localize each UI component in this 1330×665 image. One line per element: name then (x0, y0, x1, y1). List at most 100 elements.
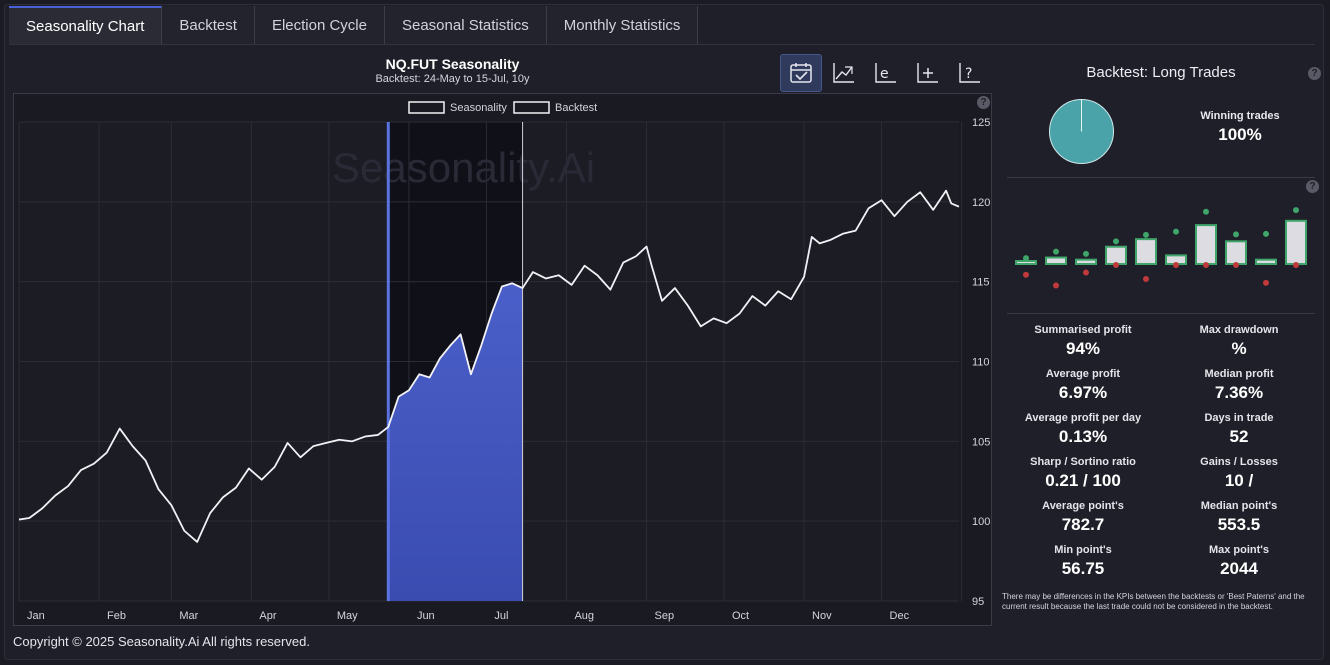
trade-bar (1285, 219, 1307, 265)
trades-help-icon[interactable]: ? (1306, 180, 1319, 193)
chart-zoom-icon (833, 63, 854, 83)
x-tick-label: May (337, 610, 358, 622)
trade-low-dot (1113, 262, 1119, 268)
legend-swatch (513, 101, 550, 114)
seasonality-chart-svg: Seasonality.Ai Jan Feb Mar Apr May Jun Jul Aug Se… (18, 101, 990, 622)
trade-bar (1195, 224, 1217, 265)
e-mark-button[interactable]: e (864, 54, 906, 92)
tab-seasonal-statistics[interactable]: Seasonal Statistics (384, 6, 547, 44)
legend-label[interactable]: Backtest (555, 102, 597, 114)
kpi-max-point-s: Max point's 2044 (1161, 542, 1317, 584)
kpi-value: 6.97% (1058, 383, 1108, 402)
kpi-value: 553.5 (1217, 515, 1261, 534)
trade-low-dot (1203, 262, 1209, 268)
add-axis-button[interactable] (906, 54, 948, 92)
kpi-value: 7.36% (1214, 383, 1264, 402)
tab-seasonality-chart[interactable]: Seasonality Chart (9, 6, 163, 44)
kpi-days-in-trade: Days in trade 52 (1161, 410, 1317, 452)
chart-title: NQ.FUT Seasonality (385, 56, 520, 72)
help-axis-button[interactable]: ? (948, 54, 990, 92)
kpi-label: Sharp / Sortino ratio (1030, 456, 1136, 468)
x-tick-label: Feb (107, 610, 126, 622)
chart-help-icon[interactable]: ? (977, 96, 990, 109)
chart-toolbar: e ? (780, 54, 990, 92)
tab-divider (9, 44, 1315, 45)
kpi-value: 94% (1065, 339, 1101, 358)
y-tick-label: 120 (972, 197, 990, 209)
trade-bar (1105, 245, 1127, 266)
watermark-text: Seasonality.Ai (332, 144, 595, 191)
kpi-label: Median profit (1204, 368, 1274, 380)
chart-zoom-button[interactable] (822, 54, 864, 92)
kpi-label: Summarised profit (1034, 324, 1132, 336)
y-tick-label: 95 (972, 596, 984, 608)
trade-high-dot (1113, 238, 1119, 245)
kpi-label: Average point's (1042, 500, 1124, 512)
trade-bar (1225, 240, 1247, 265)
trade-high-dot (1173, 228, 1179, 235)
tab-monthly-statistics[interactable]: Monthly Statistics (546, 6, 699, 44)
y-tick-label: 105 (972, 436, 990, 448)
trade-bar (1045, 256, 1067, 265)
footer-copyright: Copyright © 2025 Seasonality.Ai All righ… (13, 634, 310, 649)
kpi-max-drawdown: Max drawdown% (1161, 322, 1317, 364)
kpi-value: 782.7 (1061, 515, 1105, 534)
panel-divider (1007, 177, 1315, 178)
kpi-min-point-s: Min point's 56.75 (1005, 542, 1161, 584)
y-tick-label: 110 (972, 357, 990, 369)
backtest-fill (388, 283, 523, 601)
kpi-disclaimer: There may be differences in the KPIs bet… (1002, 592, 1305, 611)
trade-bar (1255, 258, 1277, 266)
kpi-average-point-s: Average point's 782.7 (1005, 498, 1161, 540)
trade-high-dot (1203, 208, 1209, 215)
x-tick-label: Apr (259, 610, 276, 622)
trade-low-dot (1233, 262, 1239, 268)
kpi-label: Gains / Losses (1200, 456, 1278, 468)
backtest-panel-title: Backtest: Long Trades (1086, 64, 1236, 81)
x-tick-label: Mar (179, 610, 198, 622)
y-tick-label: 115 (972, 277, 990, 289)
trade-bar (1015, 260, 1037, 265)
winning-trades-pie (1048, 98, 1115, 165)
winning-trades-value: 100% (1218, 125, 1262, 144)
svg-text:?: ? (965, 66, 972, 82)
x-tick-label: Sep (655, 610, 675, 622)
x-tick-label: Dec (890, 610, 910, 622)
kpi-value: 0.13% (1058, 427, 1108, 446)
legend-swatch (408, 101, 445, 114)
trade-low-dot (1293, 262, 1299, 268)
trade-high-dot (1233, 231, 1239, 238)
legend-label[interactable]: Seasonality (450, 102, 507, 114)
x-tick-label: Jul (494, 610, 508, 622)
trade-high-dot (1083, 250, 1089, 257)
seasonality-chart[interactable]: Seasonality.Ai Jan Feb Mar Apr May Jun Jul Aug Se… (13, 93, 992, 626)
backtest-help-icon[interactable]: ? (1308, 67, 1321, 80)
winning-trades-label: Winning trades (1200, 110, 1280, 122)
calendar-check-button[interactable] (780, 54, 822, 92)
kpi-value: 10 / (1224, 471, 1254, 490)
panel-divider (1007, 313, 1315, 314)
kpi-value: 2044 (1220, 559, 1258, 578)
trade-bar (1075, 258, 1097, 266)
kpi-sharp-sortino-ratio: Sharp / Sortino ratio 0.21 / 100 (1005, 454, 1161, 496)
kpi-median-profit: Median profit 7.36% (1161, 366, 1317, 408)
add-axis-icon (917, 63, 938, 83)
trade-high-dot (1023, 255, 1029, 262)
kpi-label: Max drawdown (1199, 324, 1279, 336)
kpi-value: 56.75 (1061, 559, 1105, 578)
kpi-grid: Summarised profit 94% Max drawdown% Average… (1005, 322, 1317, 584)
trade-high-dot (1263, 230, 1269, 237)
help-axis-icon: ? (959, 63, 980, 83)
trade-low-dot (1053, 282, 1059, 289)
calendar-check-icon (790, 63, 812, 83)
tab-backtest[interactable]: Backtest (162, 6, 255, 44)
kpi-value: 0.21 / 100 (1045, 471, 1121, 490)
x-tick-label: Jun (417, 610, 435, 622)
tab-election-cycle[interactable]: Election Cycle (254, 6, 385, 44)
kpi-value: % (1231, 339, 1247, 358)
trade-bars-chart (1007, 190, 1330, 300)
series-line-seasonality (18, 189, 960, 543)
kpi-label: Average profit (1045, 368, 1121, 380)
trade-bar (1135, 238, 1157, 265)
trade-low-dot (1173, 262, 1179, 268)
